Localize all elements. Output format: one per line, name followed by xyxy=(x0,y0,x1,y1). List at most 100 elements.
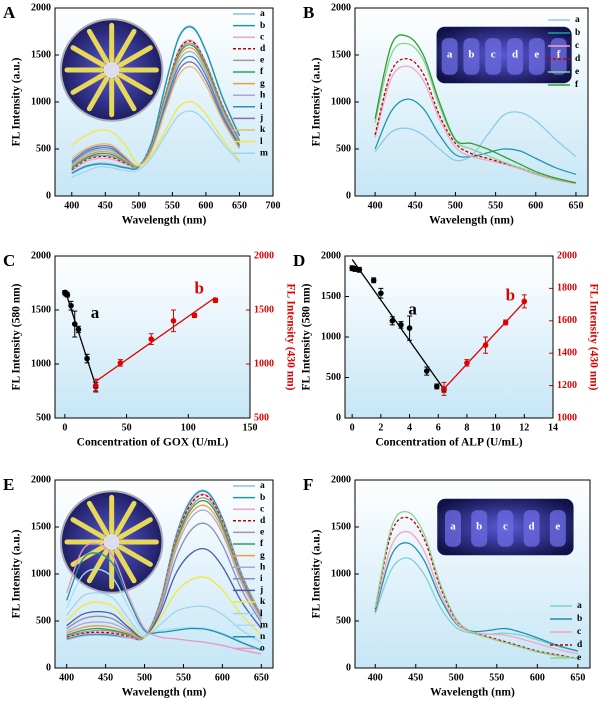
y-tick-label: 2000 xyxy=(31,474,51,485)
legend-label: e xyxy=(575,67,579,77)
x-tick-label: 450 xyxy=(408,672,423,683)
plot-frame xyxy=(344,255,554,419)
inset-label: b xyxy=(476,521,482,533)
inset-tube xyxy=(86,28,110,64)
spectrum-line xyxy=(66,552,262,651)
legend-label: c xyxy=(575,41,579,51)
y-axis-label: FL Intensity (580 nm) xyxy=(301,283,313,390)
x-tick-label: 500 xyxy=(137,672,152,683)
legend-label: b xyxy=(575,28,580,38)
x-tick-label: 550 xyxy=(489,672,504,683)
spectrum-line xyxy=(374,542,579,652)
y-axis-label: FL Intensity (a.u.) xyxy=(11,57,23,146)
y-tick-label: 1000 xyxy=(31,96,51,107)
y-axis-label: FL Intensity (580 nm) xyxy=(11,283,23,390)
spectrum-line xyxy=(374,111,577,162)
spectrum-line xyxy=(71,26,241,175)
legend-label: l xyxy=(260,609,263,619)
legend-label: d xyxy=(575,54,581,64)
spectrum-line xyxy=(71,100,240,166)
x-axis-label: Wavelength (nm) xyxy=(429,215,514,227)
x-tick-label: 8 xyxy=(464,422,469,433)
inset-tube xyxy=(114,76,137,112)
legend-label: i xyxy=(260,102,263,112)
inset-label: b xyxy=(468,49,474,61)
data-point xyxy=(352,266,358,272)
x-tick-label: 450 xyxy=(408,200,423,211)
inset-tube xyxy=(550,38,567,75)
data-point xyxy=(370,277,377,284)
inset-tube xyxy=(117,72,153,95)
x-tick-label: 600 xyxy=(215,672,230,683)
inset-tube xyxy=(86,76,110,112)
series-label: b xyxy=(194,278,203,297)
spectrum-line xyxy=(66,509,262,639)
y-tick-label: 1500 xyxy=(31,521,51,532)
x-tick-label: 450 xyxy=(98,672,113,683)
legend-label: j xyxy=(259,586,263,596)
y-tick-label: 0 xyxy=(346,190,351,201)
y-tick-label: 1500 xyxy=(31,304,51,315)
inset-tube xyxy=(441,38,458,75)
y-tick-label: 1000 xyxy=(31,358,51,369)
inset-tube xyxy=(70,45,106,68)
legend-label: d xyxy=(260,44,266,54)
panel-label: A xyxy=(3,3,16,22)
inset-tube xyxy=(70,72,106,95)
y-tick-label: 1000 xyxy=(331,568,351,579)
x-tick-label: 400 xyxy=(368,672,383,683)
panel-label: B xyxy=(303,3,314,22)
x-tick-label: 550 xyxy=(165,200,180,211)
legend-label: c xyxy=(577,627,581,637)
y-tick-label: 500 xyxy=(326,372,341,383)
data-point xyxy=(92,382,99,389)
legend-label: g xyxy=(260,551,265,561)
data-point xyxy=(406,325,413,331)
x-tick-label: 600 xyxy=(530,672,545,683)
x-tick-label: 10 xyxy=(491,422,501,433)
spectrum-line xyxy=(374,34,577,184)
legend-label: e xyxy=(260,528,264,538)
legend-label: b xyxy=(260,21,265,31)
inset-tube xyxy=(523,510,540,547)
inset-label: d xyxy=(529,521,535,533)
x-tick-label: 100 xyxy=(181,422,196,433)
series-label: b xyxy=(506,285,515,304)
legend-label: g xyxy=(260,79,265,89)
inset-tube xyxy=(528,38,545,75)
legend-label: b xyxy=(260,493,265,503)
plot-frame xyxy=(354,479,591,669)
x-tick-label: 550 xyxy=(176,672,191,683)
spectrum-line xyxy=(66,568,262,650)
data-point xyxy=(378,290,384,297)
panel-label: D xyxy=(293,251,305,270)
x-tick-label: 550 xyxy=(488,200,503,211)
legend-label: a xyxy=(577,601,582,611)
y-tick-label: 1000 xyxy=(331,96,351,107)
data-point xyxy=(464,360,470,366)
data-point xyxy=(191,312,198,319)
y2-tick-label: 1800 xyxy=(557,283,577,294)
inset-hub xyxy=(103,533,120,551)
x-tick-label: 500 xyxy=(449,672,464,683)
inset-tube xyxy=(70,517,106,540)
spectrum-line xyxy=(71,40,241,171)
fit-line xyxy=(351,259,445,390)
x-tick-label: 150 xyxy=(243,422,258,433)
legend-label: k xyxy=(260,125,266,135)
spectrum-line xyxy=(374,516,578,660)
legend-label: e xyxy=(260,56,264,66)
data-point xyxy=(398,322,404,328)
x-tick-label: 4 xyxy=(407,422,412,433)
panel: 400 450 500 550 600 650 700 0 500 1000 1500 2000 Wav… xyxy=(3,2,281,226)
series-label: a xyxy=(408,300,417,319)
data-point xyxy=(117,360,124,366)
legend-label: d xyxy=(577,640,583,650)
y-tick-label: 500 xyxy=(36,143,51,154)
inset-tube xyxy=(463,38,480,75)
y-tick-label: 1000 xyxy=(321,331,341,342)
inset-hub xyxy=(103,61,120,79)
